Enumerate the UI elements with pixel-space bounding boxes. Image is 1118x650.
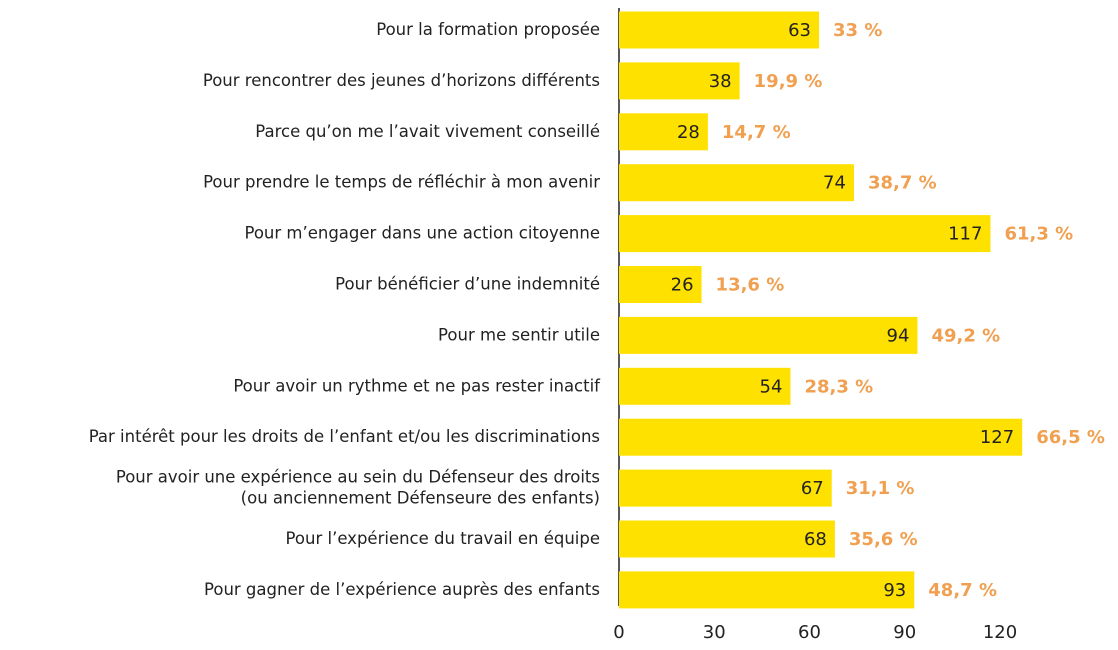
value-label: 28 — [677, 122, 700, 143]
bar — [619, 113, 708, 151]
category-label: Pour gagner de l’expérience auprès des e… — [204, 579, 600, 598]
category-line: Par intérêt pour les droits de l’enfant … — [89, 427, 600, 446]
bar — [619, 215, 991, 253]
x-tick-label: 30 — [703, 622, 726, 643]
category-line: Pour gagner de l’expérience auprès des e… — [204, 579, 600, 598]
bar — [619, 469, 832, 507]
value-label: 117 — [948, 224, 982, 245]
value-label: 26 — [671, 275, 694, 296]
category-line: (ou anciennement Défenseure des enfants) — [241, 488, 600, 507]
category-line: Pour bénéficier d’une indemnité — [335, 274, 600, 293]
percentage-label: 13,6 % — [716, 275, 785, 296]
category-line: Pour rencontrer des jeunes d’horizons di… — [203, 70, 600, 89]
value-label: 93 — [883, 580, 906, 601]
value-label: 94 — [887, 325, 910, 346]
category-label: Pour m’engager dans une action citoyenne — [244, 223, 600, 242]
category-label: Pour me sentir utile — [438, 325, 600, 344]
category-label: Par intérêt pour les droits de l’enfant … — [89, 427, 600, 446]
category-label: Pour la formation proposée — [376, 20, 600, 39]
percentage-label: 66,5 % — [1036, 427, 1105, 448]
percentage-label: 38,7 % — [868, 173, 937, 194]
category-label: Pour avoir une expérience au sein du Déf… — [116, 467, 600, 507]
category-label: Parce qu’on me l’avait vivement conseill… — [255, 121, 600, 140]
value-label: 127 — [980, 427, 1014, 448]
category-line: Pour l’expérience du travail en équipe — [286, 529, 600, 548]
category-line: Pour la formation proposée — [376, 20, 600, 39]
percentage-label: 48,7 % — [928, 580, 997, 601]
category-line: Pour avoir un rythme et ne pas rester in… — [233, 376, 601, 395]
category-label: Pour prendre le temps de réfléchir à mon… — [203, 172, 600, 191]
category-line: Pour me sentir utile — [438, 325, 600, 344]
category-label: Pour rencontrer des jeunes d’horizons di… — [203, 70, 600, 89]
bar — [619, 62, 740, 100]
percentage-label: 33 % — [833, 20, 882, 41]
value-label: 74 — [823, 173, 846, 194]
bar — [619, 367, 791, 405]
x-tick-label: 90 — [893, 622, 916, 643]
category-line: Pour m’engager dans une action citoyenne — [244, 223, 600, 242]
category-line: Parce qu’on me l’avait vivement conseill… — [255, 121, 600, 140]
x-tick-label: 120 — [983, 622, 1017, 643]
category-label: Pour l’expérience du travail en équipe — [286, 529, 600, 548]
bar — [619, 316, 918, 354]
value-label: 63 — [788, 20, 811, 41]
percentage-label: 31,1 % — [846, 478, 915, 499]
x-tick-label: 0 — [613, 622, 624, 643]
bar — [619, 520, 835, 558]
percentage-label: 14,7 % — [722, 122, 791, 143]
bar — [619, 11, 820, 49]
percentage-label: 19,9 % — [754, 71, 823, 92]
category-line: Pour avoir une expérience au sein du Déf… — [116, 467, 600, 486]
percentage-label: 49,2 % — [931, 325, 1000, 346]
percentage-label: 35,6 % — [849, 529, 918, 550]
value-label: 54 — [760, 376, 783, 397]
percentage-label: 61,3 % — [1004, 224, 1073, 245]
value-label: 38 — [709, 71, 732, 92]
bar — [619, 266, 702, 303]
value-label: 68 — [804, 529, 827, 550]
bar — [619, 571, 915, 609]
category-label: Pour avoir un rythme et ne pas rester in… — [233, 376, 601, 395]
percentage-label: 28,3 % — [804, 376, 873, 397]
value-label: 67 — [801, 478, 824, 499]
category-line: Pour prendre le temps de réfléchir à mon… — [203, 172, 600, 191]
bar — [619, 418, 1023, 456]
x-tick-label: 60 — [798, 622, 821, 643]
bar — [619, 164, 854, 202]
category-label: Pour bénéficier d’une indemnité — [335, 274, 600, 293]
